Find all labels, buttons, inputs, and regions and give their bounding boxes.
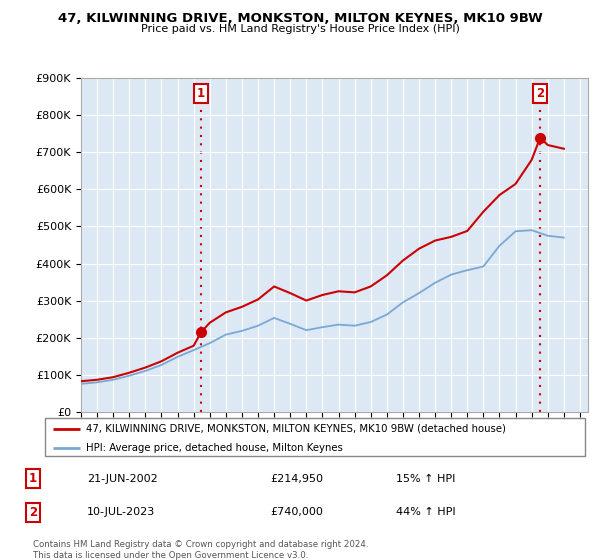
Text: 2: 2: [536, 87, 544, 100]
Text: 15% ↑ HPI: 15% ↑ HPI: [396, 474, 455, 484]
Text: 1: 1: [29, 472, 37, 486]
Text: 47, KILWINNING DRIVE, MONKSTON, MILTON KEYNES, MK10 9BW (detached house): 47, KILWINNING DRIVE, MONKSTON, MILTON K…: [86, 424, 505, 434]
Text: HPI: Average price, detached house, Milton Keynes: HPI: Average price, detached house, Milt…: [86, 443, 343, 453]
Text: 44% ↑ HPI: 44% ↑ HPI: [396, 507, 455, 517]
Text: Price paid vs. HM Land Registry's House Price Index (HPI): Price paid vs. HM Land Registry's House …: [140, 24, 460, 34]
Text: 2: 2: [29, 506, 37, 519]
Text: £740,000: £740,000: [270, 507, 323, 517]
Text: £214,950: £214,950: [270, 474, 323, 484]
Text: 10-JUL-2023: 10-JUL-2023: [87, 507, 155, 517]
Text: Contains HM Land Registry data © Crown copyright and database right 2024.
This d: Contains HM Land Registry data © Crown c…: [33, 540, 368, 560]
Text: 47, KILWINNING DRIVE, MONKSTON, MILTON KEYNES, MK10 9BW: 47, KILWINNING DRIVE, MONKSTON, MILTON K…: [58, 12, 542, 25]
Text: 1: 1: [197, 87, 205, 100]
Text: 21-JUN-2002: 21-JUN-2002: [87, 474, 158, 484]
